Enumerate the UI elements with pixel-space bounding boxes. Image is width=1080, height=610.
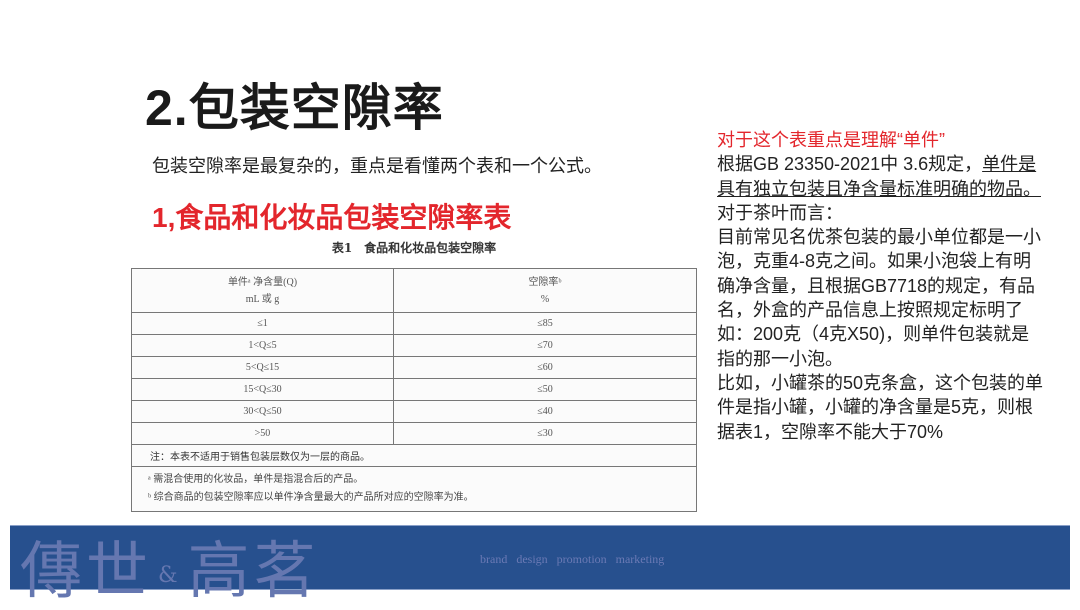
table-header-row: 单件ᵃ 净含量(Q) mL 或 g 空隙率ᵇ% (131, 268, 697, 313)
footnote-a: ᵃ 需混合使用的化妆品，单件是指混合后的产品。 (148, 474, 364, 485)
table-note-row: 注：本表不适用于销售包装层数仅为一层的商品。 (131, 444, 697, 467)
table-row: 15<Q≤30 ≤50 (131, 378, 697, 401)
header-label: 空隙率ᵇ (528, 276, 562, 288)
table-footnote-row: ᵃ 需混合使用的化妆品，单件是指混合后的产品。 ᵇ 综合商品的包装空隙率应以单件净… (131, 466, 697, 512)
header-unit: mL 或 g (245, 293, 280, 305)
cell-net-content: 15<Q≤30 (131, 378, 394, 401)
cell-void-ratio: ≤60 (393, 356, 697, 379)
brand-tagline: brand design promotion marketing (480, 552, 665, 566)
explanation-tea-intro: 对于茶叶而言： (717, 202, 843, 223)
cell-net-content: >50 (131, 422, 394, 445)
explanation-panel: 对于这个表重点是理解“单件” 根据GB 23350-2021中 3.6规定，单件… (717, 128, 1047, 444)
header-unit: % (540, 293, 550, 305)
cell-net-content: 5<Q≤15 (131, 356, 394, 379)
slide-title: 2.包装空隙率 (145, 80, 444, 136)
table-row: 1<Q≤5 ≤70 (131, 334, 697, 357)
footer-banner: 傳世 &高茗 brand design promotion marketing (10, 525, 1070, 607)
logo-text-right: 高茗 (187, 534, 320, 607)
table-caption: 表1 食品和化妆品包装空隙率 (331, 241, 497, 255)
logo-ampersand: & (158, 563, 182, 589)
slide-subtitle: 包装空隙率是最复杂的，重点是看懂两个表和一个公式。 (152, 156, 602, 176)
table-row: 30<Q≤50 ≤40 (131, 400, 697, 423)
cell-net-content: 1<Q≤5 (131, 334, 394, 357)
header-net-content: 单件ᵃ 净含量(Q) mL 或 g (131, 268, 394, 313)
logo-text-left: 傳世 (20, 534, 153, 607)
cell-void-ratio: ≤40 (393, 400, 697, 423)
cell-void-ratio: ≤70 (393, 334, 697, 357)
table-row: >50 ≤30 (131, 422, 697, 445)
brand-logo: 傳世 &高茗 (20, 520, 320, 610)
definition-underlined: 单件是具有独立包装且净含量标准明确的物品。 (717, 154, 1041, 199)
explanation-example: 比如，小罐茶的50克条盒，这个包装的单件是指小罐，小罐的净含量是5克，则根据表1… (717, 372, 1044, 442)
explanation-highlight: 对于这个表重点是理解“单件” (717, 130, 945, 150)
cell-net-content: ≤1 (131, 312, 394, 335)
cell-void-ratio: ≤30 (393, 422, 697, 445)
section-heading: 1,食品和化妆品包装空隙率表 (152, 202, 512, 233)
definition-prefix: 根据GB 23350-2021中 3.6规定， (717, 154, 983, 175)
table-row: 5<Q≤15 ≤60 (131, 356, 697, 379)
cell-void-ratio: ≤85 (393, 312, 697, 335)
table-footnotes: ᵃ 需混合使用的化妆品，单件是指混合后的产品。 ᵇ 综合商品的包装空隙率应以单件净… (131, 466, 697, 512)
cell-void-ratio: ≤50 (393, 378, 697, 401)
void-ratio-table: 单件ᵃ 净含量(Q) mL 或 g 空隙率ᵇ% ≤1 ≤85 1<Q≤5 ≤70 5<… (131, 268, 697, 512)
explanation-definition: 根据GB 23350-2021中 3.6规定，单件是具有独立包装且净含量标准明确… (717, 152, 1047, 201)
footnote-b: ᵇ 综合商品的包装空隙率应以单件净含量最大的产品所对应的空隙率为准。 (148, 492, 474, 503)
header-label: 单件ᵃ 净含量(Q) (227, 276, 298, 288)
cell-net-content: 30<Q≤50 (131, 400, 394, 423)
table-row: ≤1 ≤85 (131, 312, 697, 335)
explanation-tea-detail: 目前常见名优茶包装的最小单位都是一小泡，克重4-8克之间。如果小泡袋上有明确净含… (717, 227, 1041, 369)
header-void-ratio: 空隙率ᵇ% (393, 268, 697, 313)
table-note: 注：本表不适用于销售包装层数仅为一层的商品。 (131, 444, 697, 467)
